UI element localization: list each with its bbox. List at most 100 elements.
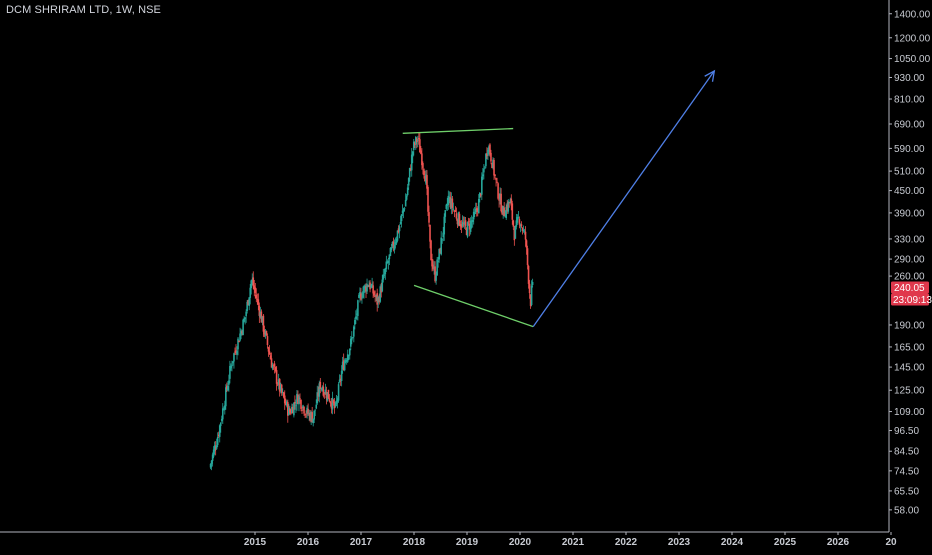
candle (421, 148, 423, 170)
candle (417, 135, 419, 148)
candle-body (310, 411, 312, 420)
candle-body (465, 228, 468, 235)
candle-body (422, 163, 424, 168)
candle (416, 137, 418, 149)
candle-body (356, 313, 358, 315)
candle-body (379, 286, 382, 302)
candle (471, 216, 474, 228)
candle-body (234, 351, 236, 353)
candle-body (452, 208, 455, 210)
candle (352, 336, 354, 339)
candle-body (450, 198, 453, 209)
candle-body (237, 338, 239, 350)
candle-body (258, 305, 261, 316)
time-tick-label: 2022 (615, 537, 638, 548)
candle (270, 352, 273, 368)
candle (395, 236, 398, 246)
candle-body (407, 177, 410, 186)
symbol-title[interactable]: DCM SHRIRAM LTD, 1W, NSE (6, 4, 161, 16)
candle-body (474, 208, 477, 213)
candle-body (378, 297, 381, 303)
candle (236, 346, 238, 360)
candle-body (347, 355, 350, 357)
candle (293, 402, 295, 418)
candle-body (524, 231, 527, 240)
candle (298, 394, 300, 412)
candle-body (256, 298, 259, 300)
candle (330, 397, 333, 414)
candle (419, 132, 421, 153)
candle-body (335, 400, 338, 404)
candle-body (217, 434, 220, 437)
candle-body (453, 211, 456, 212)
candle (528, 279, 531, 299)
candle (214, 441, 217, 456)
time-tick-label: 2016 (297, 537, 320, 548)
candle-body (515, 220, 518, 227)
candle (443, 213, 446, 241)
time-axis[interactable]: 2015 2016 2017 2018 2019 2020 2021 2022 2023 2024… (0, 531, 897, 548)
candle-body (461, 221, 464, 226)
candle-body (288, 407, 290, 416)
candle (412, 138, 415, 156)
candle-body (499, 193, 501, 200)
candle (318, 380, 321, 403)
candle (487, 147, 489, 161)
price-tick-label: 190.00 (894, 320, 925, 331)
trendline-lower-support[interactable] (413, 284, 534, 328)
candle (264, 328, 267, 339)
candle-body (510, 198, 513, 206)
candle (358, 292, 360, 299)
candle (309, 409, 311, 423)
candle (489, 143, 491, 157)
candle (446, 197, 449, 211)
candle (308, 409, 310, 421)
candle (411, 150, 414, 164)
price-tick-label: 290.00 (894, 255, 925, 266)
candle (382, 268, 385, 283)
candle-body (269, 355, 272, 360)
candle-body (368, 284, 370, 288)
candle (441, 238, 444, 244)
price-axis[interactable]: 1400.00 1200.00 1050.00 930.00 810.00 690.00 5… (888, 0, 931, 532)
candle-body (476, 208, 479, 212)
candle (429, 224, 431, 249)
candle (435, 271, 437, 285)
candle-body (423, 169, 425, 176)
candle-body (480, 193, 482, 196)
candle (307, 403, 309, 417)
candle (242, 318, 244, 336)
candle (284, 398, 287, 406)
candle-body (362, 291, 364, 298)
candle-body (262, 315, 265, 332)
candle (261, 316, 264, 326)
candle-body (300, 399, 302, 409)
candle (274, 366, 277, 373)
candle (512, 219, 515, 230)
drawings-layer (402, 69, 716, 328)
candle (341, 356, 344, 374)
candle-body (260, 311, 263, 323)
candle-body (475, 208, 478, 211)
candle (375, 294, 377, 302)
candle (310, 410, 312, 426)
candle (370, 284, 372, 289)
arrow-projection[interactable] (532, 69, 716, 327)
candle-body (369, 282, 371, 290)
candle (359, 287, 361, 303)
time-tick-label: 2020 (509, 537, 532, 548)
candle (420, 145, 422, 155)
candle (445, 203, 448, 211)
candle (316, 385, 319, 405)
trendline-upper-resistance[interactable] (402, 127, 514, 134)
candle-body (286, 402, 289, 416)
candle (244, 317, 246, 325)
candle-body (210, 460, 213, 464)
candle-body (363, 286, 365, 293)
candle (482, 168, 484, 181)
candle (486, 147, 488, 160)
candle (404, 193, 407, 207)
candle (490, 149, 492, 165)
